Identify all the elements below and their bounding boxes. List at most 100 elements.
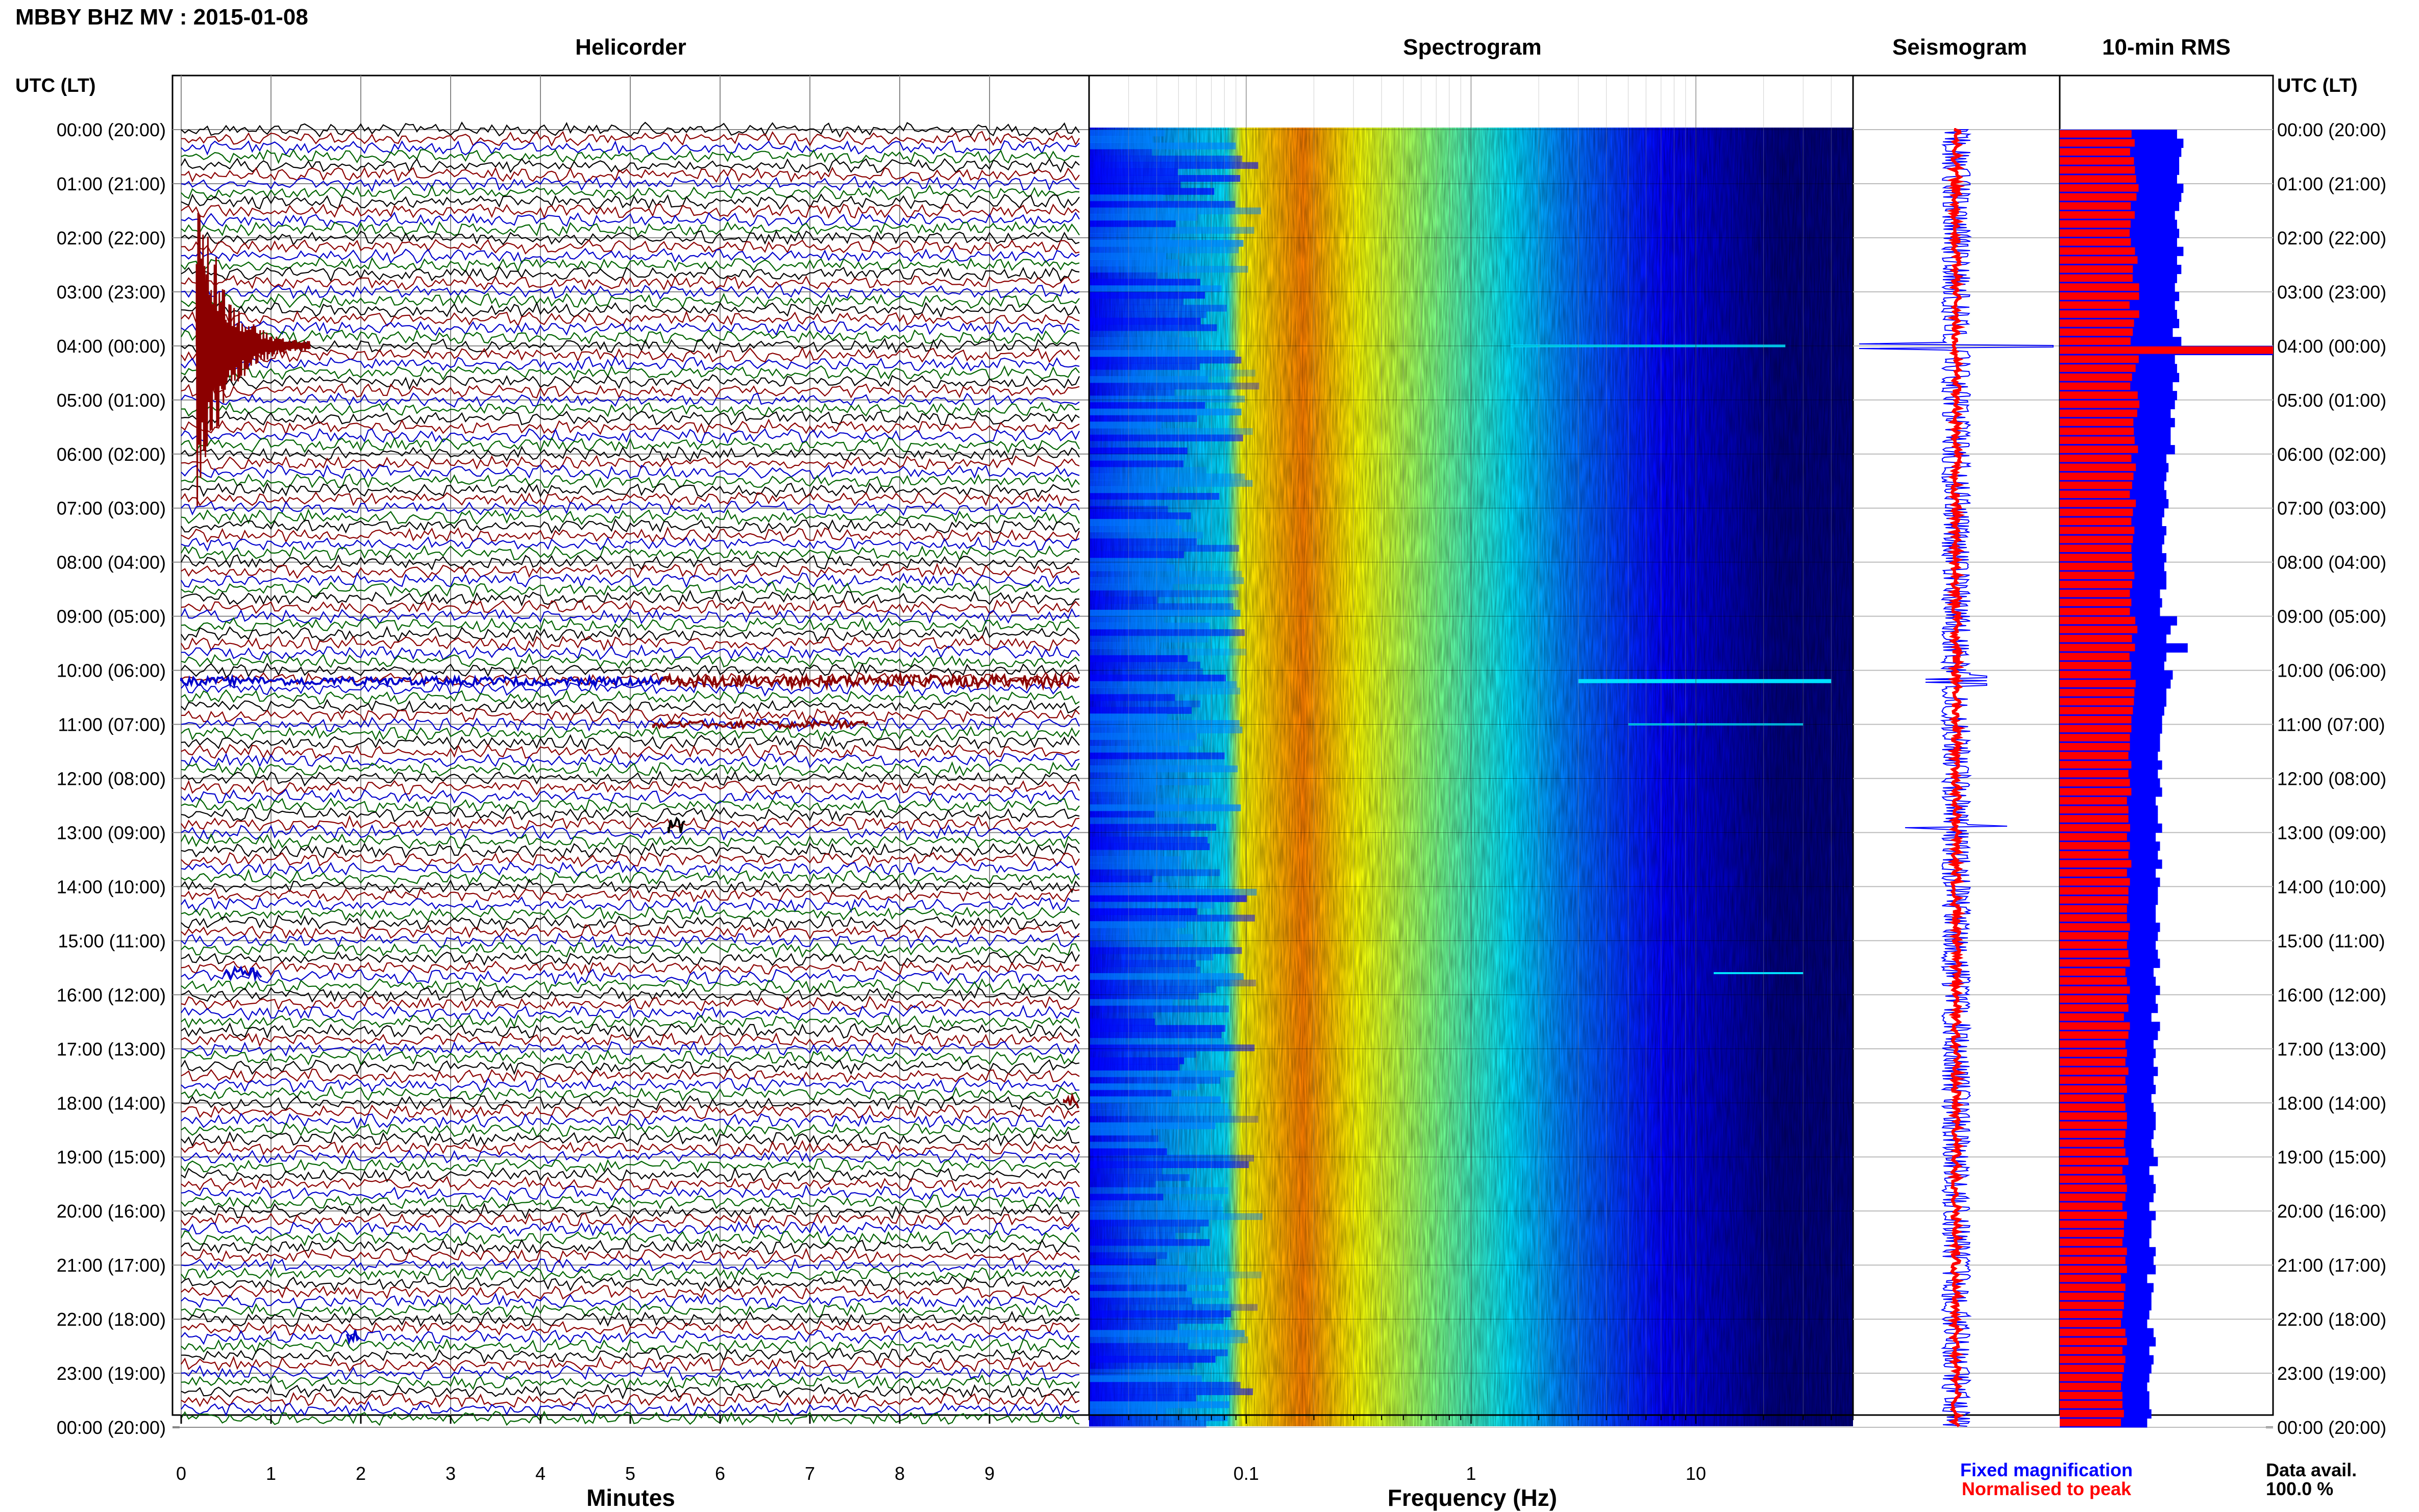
- rms-bar-normalised: [2060, 283, 2139, 291]
- helicorder-trace: [181, 699, 1080, 714]
- spectrogram-row-band: [1089, 888, 1257, 896]
- spectrogram-row-band: [1089, 1194, 1164, 1201]
- helicorder-trace: [181, 1383, 1080, 1400]
- rms-bar-normalised: [2060, 680, 2136, 687]
- spectrogram-row-band: [1089, 538, 1197, 546]
- data-avail-label: Data avail.: [2266, 1459, 2357, 1480]
- spectrogram-row-band: [1089, 739, 1203, 747]
- helicorder-trace: [181, 833, 1080, 850]
- spectrogram-row-band: [1089, 214, 1198, 221]
- spectrogram-row-band: [1089, 798, 1221, 805]
- rms-bar-normalised: [2060, 608, 2130, 615]
- helicorder-trace: [181, 1122, 1080, 1138]
- helicorder-trace: [181, 1202, 1080, 1220]
- spectrogram-row-band: [1089, 441, 1173, 448]
- spectrogram-row-band: [1089, 824, 1216, 831]
- spectrogram-row-band: [1089, 960, 1196, 967]
- helicorder-trace: [181, 1014, 1080, 1030]
- spectrogram-row-band: [1089, 188, 1215, 195]
- time-label-left: 22:00 (18:00): [57, 1309, 166, 1330]
- rms-bar-normalised: [2060, 932, 2129, 940]
- rms-title: 10-min RMS: [2102, 35, 2231, 60]
- spectrogram-row-band: [1089, 233, 1170, 240]
- rms-bar-normalised: [2060, 473, 2134, 480]
- rms-bar-normalised: [2060, 1293, 2124, 1300]
- rms-bar-normalised: [2060, 1409, 2124, 1418]
- time-label-left: 19:00 (15:00): [57, 1147, 166, 1168]
- helicorder-trace: [181, 1292, 1080, 1309]
- spectrogram-tick-label: 1: [1466, 1463, 1476, 1484]
- spectrogram-row-band: [1089, 765, 1238, 773]
- helicorder-trace: [181, 1230, 1080, 1247]
- rms-bar-normalised: [2060, 851, 2129, 859]
- helicorder-trace: [181, 355, 1080, 371]
- rms-bar-normalised: [2060, 319, 2134, 327]
- spectrogram-row-band: [1089, 142, 1236, 150]
- rms-bar-normalised: [2060, 481, 2132, 489]
- helicorder-trace: [181, 1266, 1080, 1283]
- rms-bar-normalised: [2060, 1139, 2124, 1147]
- helicorder-trace: [181, 798, 1080, 813]
- spectrogram-row-band: [1089, 434, 1243, 441]
- spectrogram-row-band: [1089, 343, 1199, 351]
- spectrogram-row-band: [1089, 1388, 1253, 1395]
- spectrogram-row-band: [1089, 499, 1156, 507]
- spectrogram-row-band: [1089, 454, 1186, 461]
- rms-bar-normalised: [2060, 337, 2131, 345]
- spectrogram-row-band: [1089, 311, 1206, 318]
- rms-bar-normalised: [2060, 572, 2135, 579]
- rms-bar-normalised: [2060, 779, 2130, 787]
- rms-bar-normalised: [2060, 887, 2129, 895]
- legend-normalised-to-peak: Normalised to peak: [1962, 1478, 2132, 1499]
- spectrogram-row-band: [1089, 1310, 1231, 1318]
- helicorder-event-signal: [180, 674, 664, 689]
- helicorder-trace: [181, 257, 1080, 273]
- rms-bar-normalised: [2060, 860, 2132, 868]
- helicorder-trace: [181, 518, 1080, 534]
- spectrogram-row-band: [1089, 1304, 1258, 1311]
- helicorder-trace: [181, 689, 1080, 705]
- time-label-left: 17:00 (13:00): [57, 1038, 166, 1059]
- helicorder-trace: [181, 1167, 1080, 1183]
- helicorder-tick-label: 0: [176, 1463, 186, 1484]
- time-label-left: 09:00 (05:00): [57, 606, 166, 627]
- rms-bar-normalised: [2060, 661, 2132, 670]
- spectrogram-row-band: [1089, 1077, 1220, 1084]
- rms-bar-normalised: [2060, 878, 2130, 886]
- rms-bar-normalised: [2060, 914, 2127, 922]
- rms-bar-normalised: [2060, 1401, 2122, 1408]
- spectrogram-row-band: [1089, 590, 1239, 598]
- rms-bar-normalised: [2060, 806, 2129, 814]
- spectrogram-row-band: [1089, 1252, 1167, 1259]
- seismogram-title: Seismogram: [1892, 35, 2027, 60]
- rms-bar-normalised: [2060, 400, 2140, 408]
- spectrogram-row-band: [1089, 1051, 1197, 1058]
- rms-bar-normalised: [2060, 626, 2138, 633]
- rms-bar-normalised: [2060, 1049, 2127, 1057]
- rms-bar-normalised: [2060, 1031, 2129, 1039]
- helicorder-tick-label: 4: [535, 1463, 546, 1484]
- spectrogram-row-band: [1089, 921, 1187, 928]
- rms-bar-normalised: [2060, 905, 2127, 913]
- spectrogram-row-band: [1089, 181, 1181, 188]
- rms-bar-normalised: [2060, 364, 2136, 372]
- helicorder-trace: [181, 184, 1080, 201]
- helicorder-trace: [181, 1212, 1080, 1228]
- rms-bar-normalised: [2060, 1193, 2126, 1201]
- spectrogram-row-band: [1089, 1012, 1153, 1019]
- spectrogram-row-band: [1089, 571, 1242, 578]
- rms-bar-normalised: [2060, 995, 2127, 1003]
- time-label-left: 06:00 (02:00): [57, 444, 166, 465]
- rms-bar-normalised: [2060, 454, 2132, 462]
- rms-bar-normalised: [2060, 554, 2132, 561]
- spectrogram-row-band: [1089, 986, 1216, 993]
- spectrogram-row-band: [1089, 778, 1210, 785]
- time-label-left: 10:00 (06:00): [57, 660, 166, 681]
- spectrogram-row-band: [1089, 246, 1239, 254]
- spectrogram-row-band: [1089, 1258, 1156, 1266]
- rms-bar-normalised: [2060, 842, 2130, 850]
- helicorder-trace: [181, 139, 1080, 156]
- rms-bar-normalised: [2060, 301, 2130, 309]
- rms-bar-normalised: [2060, 184, 2139, 192]
- rms-bar-normalised: [2060, 1085, 2127, 1093]
